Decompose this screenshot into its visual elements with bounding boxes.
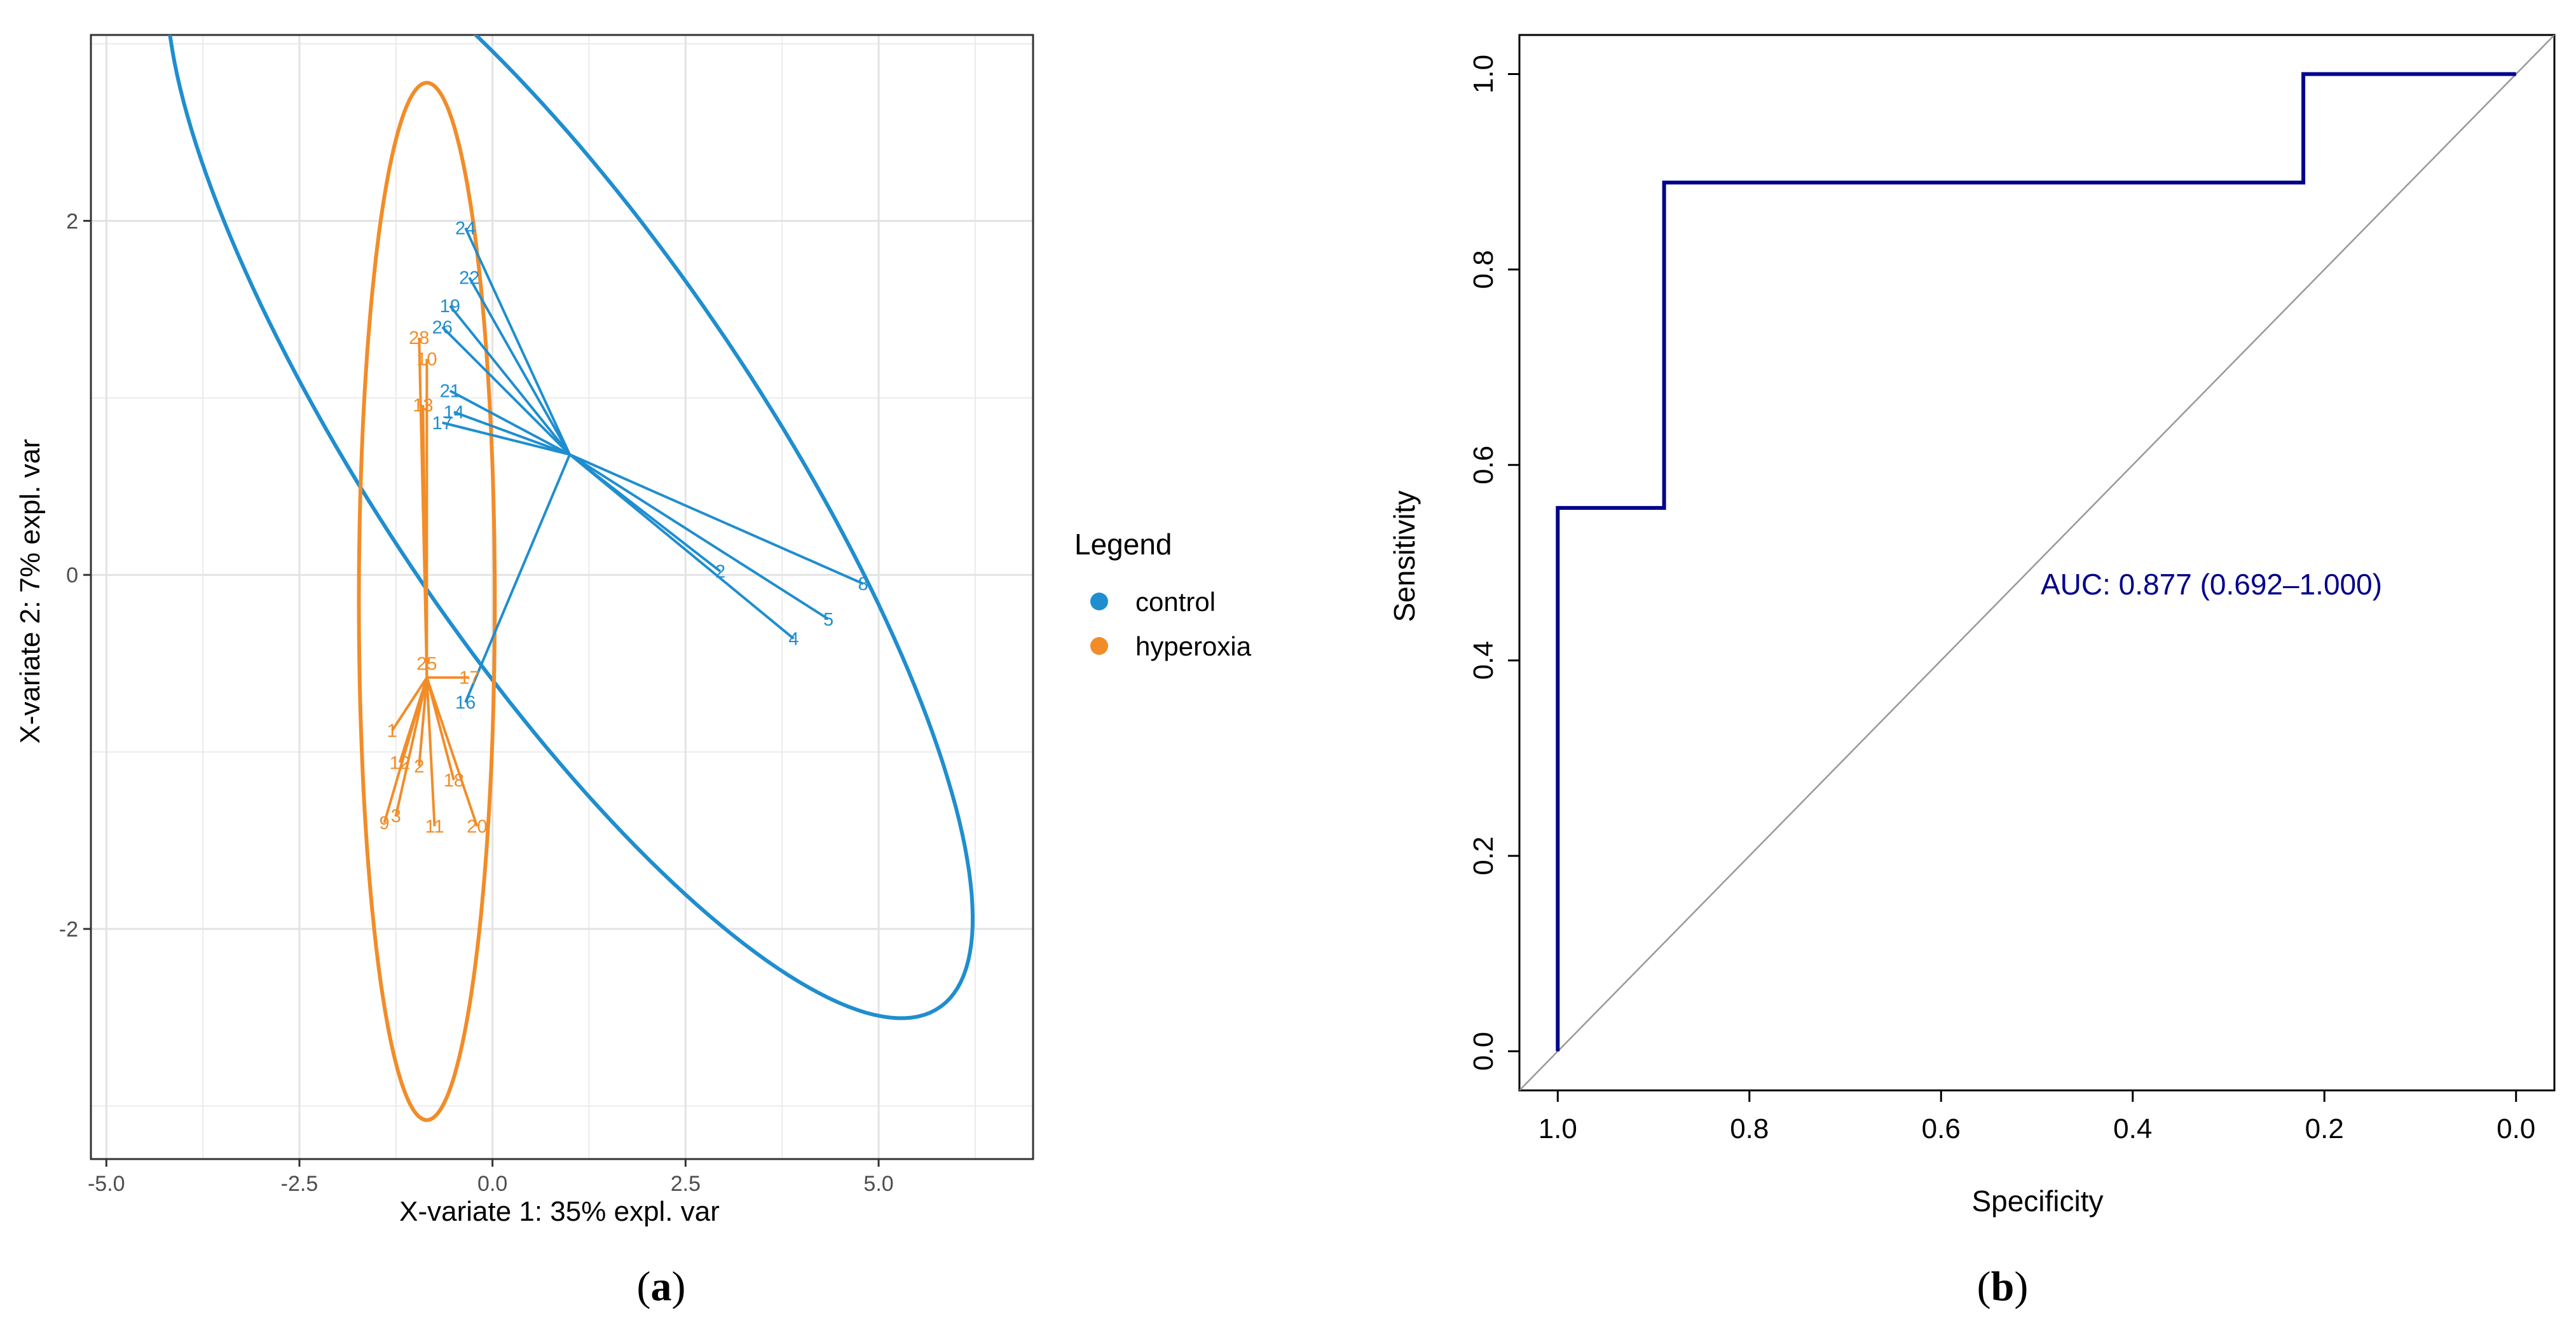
panel-b-y-ticks: 0.0 0.2 0.4 0.6 0.8 1.0 <box>1468 55 1519 1071</box>
hyperoxia-sample-label-20: 20 <box>467 817 487 837</box>
hyperoxia-sample-label-3: 3 <box>391 806 401 827</box>
hyperoxia-sample-label-10: 10 <box>416 350 437 370</box>
panel-b-y-axis-label: Sensitivity <box>1388 490 1421 622</box>
panel-a-x-axis-label: X-variate 1: 35% expl. var <box>399 1196 720 1227</box>
hyperoxia-sample-label-25: 25 <box>416 654 437 674</box>
y-tick-label: 0.6 <box>1468 446 1499 484</box>
hyperoxia-sample-label-11: 11 <box>425 817 444 837</box>
x-tick-label: -5.0 <box>88 1172 125 1196</box>
panel-b-x-axis-label: Specificity <box>1971 1184 2103 1218</box>
legend-control-marker <box>1090 593 1108 610</box>
x-tick-label: -2.5 <box>281 1172 319 1196</box>
y-tick-label: 0.2 <box>1468 837 1499 875</box>
hyperoxia-spoke-11 <box>425 677 436 827</box>
auc-annotation: AUC: 0.877 (0.692–1.000) <box>2041 568 2382 601</box>
roc-curve <box>1556 72 2516 1052</box>
control-spoke-21 <box>449 389 571 456</box>
x-tick-label: 0.0 <box>477 1172 507 1196</box>
x-tick-label: 0.0 <box>2497 1113 2535 1144</box>
control-spoke-4 <box>568 453 795 640</box>
panel-b-x-ticks: 1.0 0.8 0.6 0.4 0.2 0.0 <box>1538 1089 2535 1144</box>
x-tick-label: 0.4 <box>2113 1113 2152 1144</box>
control-sample-label-2: 2 <box>715 562 725 582</box>
control-spoke-19 <box>449 305 571 456</box>
y-tick-label: 0.0 <box>1468 1032 1499 1071</box>
panel-a-gridlines <box>91 35 1033 1159</box>
hyperoxia-sample-label-18: 18 <box>444 771 464 791</box>
hyperoxia-sample-label-2: 2 <box>414 757 424 777</box>
control-spoke-5 <box>569 453 830 621</box>
panel-b-letter: b <box>1991 1263 2015 1310</box>
control-confidence-ellipse <box>168 35 975 1020</box>
legend-entry-control: control <box>1135 587 1216 617</box>
control-spoke-14 <box>453 411 570 456</box>
control-spoke-8 <box>569 453 864 585</box>
hyperoxia-sample-label-1: 1 <box>387 721 397 741</box>
control-sample-label-5: 5 <box>823 610 833 630</box>
legend-entry-hyperoxia: hyperoxia <box>1135 631 1252 661</box>
hyperoxia-spoke-9 <box>383 677 428 823</box>
x-tick-label: 1.0 <box>1538 1113 1577 1144</box>
panel-b-roc-curve: AUC: 0.877 (0.692–1.000) 1.0 0.8 0.6 0.4 0.2… <box>1388 34 2556 1310</box>
panel-a-y-axis-label: X-variate 2: 7% expl. var <box>15 439 46 743</box>
panel-a-x-ticks: -5.0 -2.5 0.0 2.5 5.0 <box>88 1159 894 1196</box>
hyperoxia-spoke-1 <box>391 676 428 732</box>
centroid-spokes <box>383 227 864 827</box>
hyperoxia-sample-label-17: 17 <box>459 668 479 689</box>
panel-a-letter: a <box>651 1263 672 1310</box>
control-sample-label-4: 4 <box>788 629 798 649</box>
control-sample-label-19: 19 <box>440 296 460 317</box>
panel-a-caption: (a) <box>637 1263 686 1310</box>
x-tick-label: 0.8 <box>1730 1113 1769 1144</box>
x-tick-label: 2.5 <box>671 1172 701 1196</box>
hyperoxia-sample-label-13: 13 <box>413 395 433 416</box>
reference-diagonal-line <box>1519 35 2554 1090</box>
control-sample-label-24: 24 <box>455 218 476 238</box>
legend-hyperoxia-marker <box>1090 637 1108 655</box>
control-spoke-22 <box>468 277 571 455</box>
control-spoke-26 <box>441 326 571 456</box>
x-tick-label: 0.6 <box>1922 1113 1961 1144</box>
control-sample-label-14: 14 <box>444 402 464 423</box>
hyperoxia-spoke-3 <box>394 677 428 816</box>
panel-a-y-ticks: -2 0 2 <box>59 209 91 942</box>
hyperoxia-sample-label-28: 28 <box>409 328 429 348</box>
hyperoxia-spoke-20 <box>425 677 479 827</box>
y-tick-label: 2 <box>66 209 78 233</box>
y-tick-label: 0.4 <box>1468 641 1499 680</box>
hyperoxia-spoke-13 <box>421 404 428 678</box>
x-tick-label: 5.0 <box>863 1172 893 1196</box>
x-tick-label: 0.2 <box>2305 1113 2344 1144</box>
y-tick-label: 0.8 <box>1468 250 1499 289</box>
y-tick-label: 1.0 <box>1468 55 1499 93</box>
hyperoxia-sample-label-9: 9 <box>380 813 390 834</box>
control-sample-label-22: 22 <box>459 268 479 288</box>
hyperoxia-sample-label-12: 12 <box>390 753 410 773</box>
hyperoxia-confidence-ellipse <box>357 81 497 1122</box>
control-sample-label-21: 21 <box>440 381 460 402</box>
control-sample-label-16: 16 <box>455 693 476 713</box>
panel-a-frame <box>90 34 1034 1160</box>
control-sample-label-17: 17 <box>432 413 453 434</box>
control-sample-label-26: 26 <box>432 317 453 338</box>
control-spoke-24 <box>464 227 571 455</box>
control-spoke-17 <box>442 421 570 456</box>
panel-b-caption: (b) <box>1977 1263 2029 1310</box>
legend: Legend control hyperoxia <box>1074 528 1252 661</box>
y-tick-label: -2 <box>59 917 78 942</box>
y-tick-label: 0 <box>66 563 78 587</box>
control-spoke-16 <box>464 454 571 703</box>
hyperoxia-spoke-2 <box>418 677 428 767</box>
panel-b-plot-area <box>1519 35 2554 1090</box>
legend-title: Legend <box>1074 528 1172 561</box>
control-sample-label-8: 8 <box>858 574 868 594</box>
